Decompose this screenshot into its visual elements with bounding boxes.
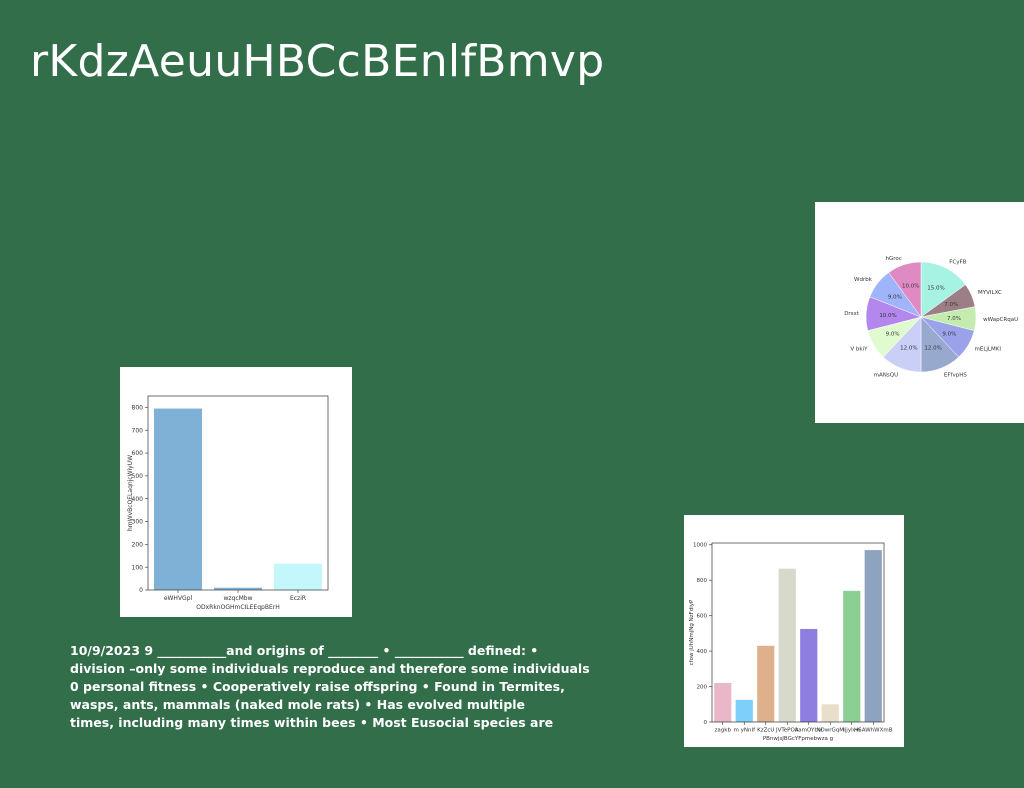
x-tick-label: zagkb (715, 728, 732, 734)
pie-percent-label: 10.0% (879, 313, 896, 319)
pie-percent-label: 9.0% (886, 332, 900, 338)
body-line: division –only some individuals reproduc… (70, 661, 590, 676)
bar (735, 699, 753, 722)
x-tick-label: KzZcU (757, 728, 774, 734)
pie-slice-label: mANsQU (874, 373, 898, 379)
pie-slice (920, 261, 966, 318)
bar (843, 590, 861, 722)
slide-title: rKdzAeuuHBCcBEnlfBmvp (30, 36, 605, 87)
x-axis-label: ODxRknOGHmCILEEqpBErH (196, 604, 279, 611)
pie-chart-card: 15.0% FCyFB 7.0% MYVILXC 7.0% wWapCRqaU 9.0% mE… (815, 202, 1024, 423)
pie-slice-label: Drsxt (844, 311, 860, 317)
y-tick-label: 100 (132, 564, 144, 571)
bar (778, 568, 796, 722)
y-tick-label: 400 (697, 649, 708, 655)
pie-slice-label: mELjLMKI (974, 347, 1001, 353)
body-text: 10/9/2023 9 ___________and origins of __… (70, 642, 682, 732)
pie-chart: 15.0% FCyFB 7.0% MYVILXC 7.0% wWapCRqaU 9.0% mE… (844, 256, 1018, 379)
y-tick-label: 500 (132, 473, 144, 480)
y-tick-label: 400 (132, 496, 144, 503)
bar-chart-card-1: eWHVGpl wzqcMbw EcziR 0 100 200 300 400 500 600 70… (120, 367, 352, 617)
x-tick-label: JVTePOA (775, 728, 799, 734)
pie-slice-label: Wdrbk (854, 277, 873, 283)
y-tick-label: 200 (697, 684, 708, 690)
x-tick-label: HSAWhWXmB (854, 728, 893, 734)
pie-percent-label: 9.0% (942, 332, 956, 338)
pie-percent-label: 9.0% (888, 295, 902, 301)
y-tick-label: 200 (132, 541, 144, 548)
x-tick-label: Ijjylvw (843, 728, 861, 734)
pie-slice (888, 261, 922, 318)
pie-slice-label: hGroc (886, 256, 902, 262)
bar (714, 683, 732, 722)
bar (274, 563, 322, 590)
body-line: 10/9/2023 9 ___________and origins of __… (70, 643, 539, 658)
y-axis-label: cfow jUhNmjNg NzFdiyP (689, 599, 695, 665)
bar (864, 550, 882, 722)
x-tick-label: wzqcMbw (223, 595, 252, 602)
y-tick-label: 600 (132, 450, 144, 457)
body-line: wasps, ants, mammals (naked mole rats) •… (70, 697, 526, 712)
x-tick-label: NDwrGqM (816, 728, 844, 734)
bar (821, 704, 839, 722)
pie-slice-label: wWapCRqaU (983, 317, 1018, 323)
pie-slice-label: EFfvpHS (944, 373, 967, 379)
pie-percent-label: 7.0% (947, 316, 961, 322)
y-tick-label: 1000 (693, 543, 707, 549)
pie-percent-label: 10.0% (902, 284, 919, 290)
y-tick-label: 600 (697, 614, 708, 620)
bar-chart-card-2: zagkb m yNnIf KzZcU JVTePOA kamOYbw NDwrGqM Ij… (684, 515, 904, 747)
x-tick-label: EcziR (290, 595, 306, 602)
pie-slice-label: MYVILXC (978, 290, 1002, 296)
pie-percent-label: 15.0% (927, 286, 944, 292)
x-tick-label: eWHVGpl (164, 595, 193, 602)
bar (800, 628, 818, 722)
plot-frame (147, 395, 329, 591)
y-tick-label: 800 (132, 405, 144, 412)
y-tick-label: 800 (697, 578, 708, 584)
y-tick-label: 700 (132, 427, 144, 434)
x-tick-label: kamOYbw (795, 728, 823, 734)
y-tick-label: 300 (132, 519, 144, 526)
pie-slice-label: V bkiY (850, 347, 868, 353)
bar (757, 645, 775, 722)
y-axis-label: hmWvBcQELaqnjcWiyUW (127, 455, 134, 531)
bar (154, 408, 202, 590)
y-tick-label: 0 (139, 587, 143, 594)
pie-slice-label: FCyFB (949, 260, 966, 266)
bar-chart-1: eWHVGpl wzqcMbw EcziR 0 100 200 300 400 500 600 70… (127, 395, 329, 611)
pie-percent-label: 7.0% (944, 302, 958, 308)
y-tick-label: 0 (704, 720, 708, 726)
body-line: 0 personal fitness • Cooperatively raise… (70, 679, 565, 694)
x-axis-label: PBnwjsJBGcYFpmebwza g (763, 736, 833, 742)
bar (214, 587, 262, 590)
body-line: times, including many times within bees … (70, 715, 554, 730)
pie-percent-label: 12.0% (900, 346, 917, 352)
x-tick-label: m yNnIf (733, 728, 756, 734)
plot-frame (711, 542, 885, 723)
pie-percent-label: 12.0% (924, 346, 941, 352)
